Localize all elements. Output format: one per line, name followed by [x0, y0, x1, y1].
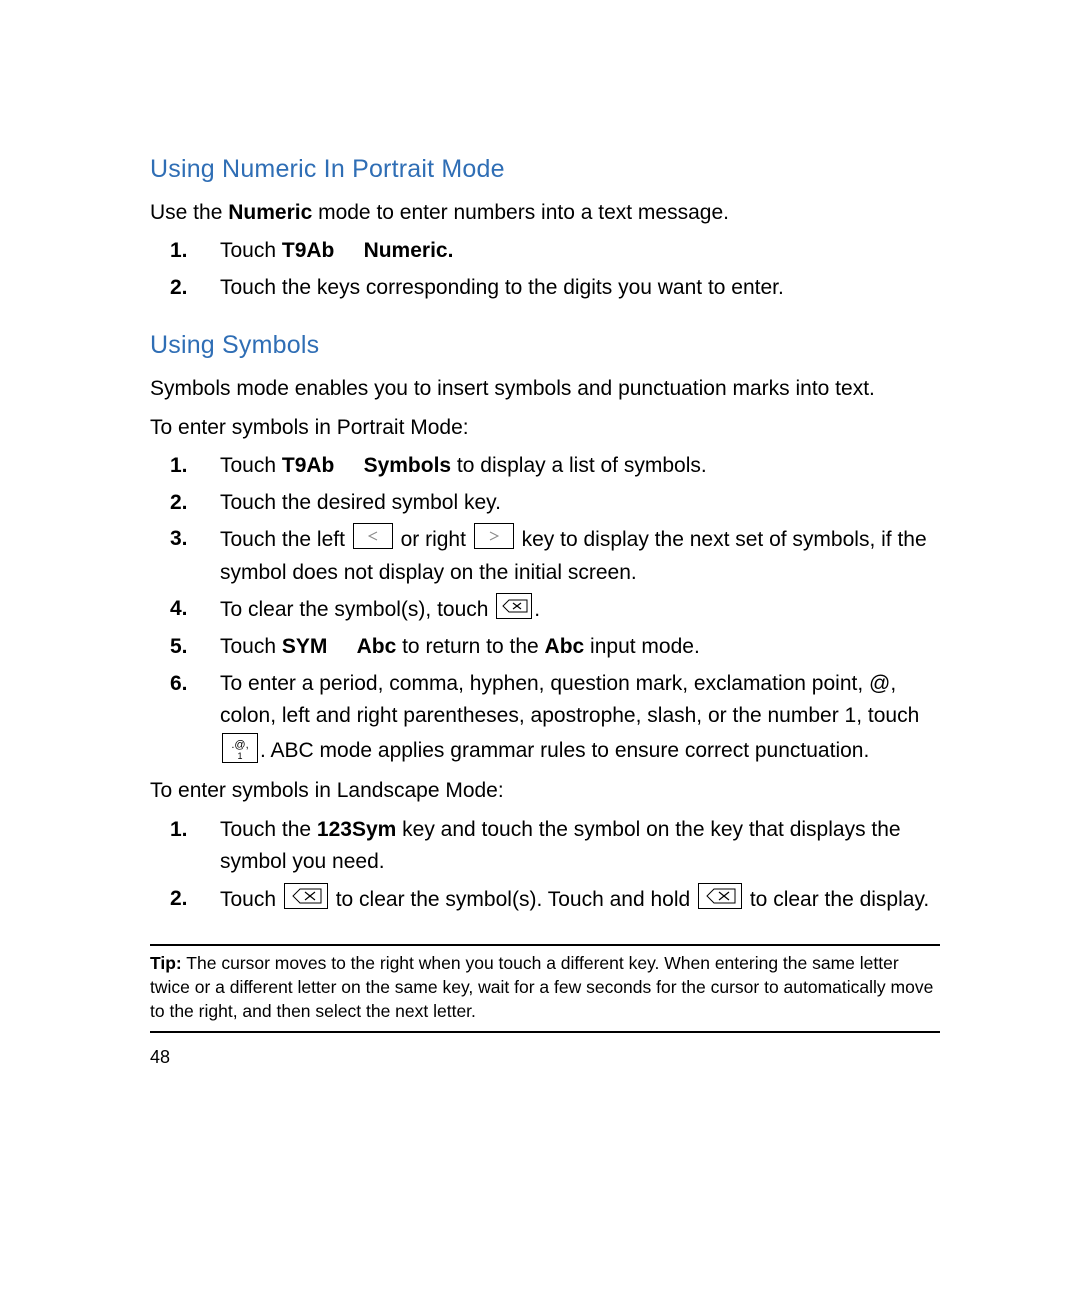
list-item: 1. Touch the 123Sym key and touch the sy…	[210, 814, 940, 879]
symbols-intro: Symbols mode enables you to insert symbo…	[150, 373, 940, 406]
text: Touch	[220, 635, 282, 658]
text: Touch the keys corresponding to the digi…	[220, 276, 784, 299]
text: Touch	[220, 239, 282, 262]
list-item: 5. Touch SYM Abc to return to the Abc in…	[210, 631, 940, 664]
text-bold: Numeric.	[364, 239, 454, 262]
text-bold: Abc	[545, 635, 585, 658]
tip-text: The cursor moves to the right when you t…	[150, 953, 933, 1020]
text: to clear the symbol(s). Touch and hold	[330, 888, 696, 911]
text: Touch	[220, 454, 282, 477]
landscape-label: To enter symbols in Landscape Mode:	[150, 775, 940, 808]
marker: 5.	[170, 631, 210, 664]
marker: 1.	[170, 450, 210, 483]
text: Touch the	[220, 818, 317, 841]
text: to return to the	[396, 635, 544, 658]
text: Touch the left	[220, 528, 351, 551]
marker: 4.	[170, 593, 210, 626]
list-item: 1. Touch T9Ab Numeric.	[210, 235, 940, 268]
backspace-key-icon	[698, 883, 742, 909]
page: Using Numeric In Portrait Mode Use the N…	[0, 0, 1080, 1307]
text-bold: T9Ab	[282, 454, 335, 477]
text-bold: T9Ab	[282, 239, 335, 262]
text: . ABC mode applies grammar rules to ensu…	[260, 739, 869, 762]
marker: 6.	[170, 668, 210, 701]
text: To clear the symbol(s), touch	[220, 598, 494, 621]
portrait-list: 1. Touch T9Ab Symbols to display a list …	[150, 450, 940, 767]
list-item: 1. Touch T9Ab Symbols to display a list …	[210, 450, 940, 483]
text: .	[534, 598, 540, 621]
list-item: 6. To enter a period, comma, hyphen, que…	[210, 668, 940, 768]
punctuation-key-icon: .@,1	[222, 733, 258, 763]
numeric-intro: Use the Numeric mode to enter numbers in…	[150, 197, 940, 230]
right-arrow-key-icon	[474, 523, 514, 549]
heading-numeric: Using Numeric In Portrait Mode	[150, 150, 940, 189]
heading-symbols: Using Symbols	[150, 326, 940, 365]
text-bold: Abc	[357, 635, 397, 658]
marker: 2.	[170, 272, 210, 305]
text: To enter a period, comma, hyphen, questi…	[220, 672, 919, 728]
text: input mode.	[584, 635, 700, 658]
list-item: 2. Touch the keys corresponding to the d…	[210, 272, 940, 305]
marker: 1.	[170, 235, 210, 268]
text: to clear the display.	[744, 888, 929, 911]
tip-block: Tip: The cursor moves to the right when …	[150, 944, 940, 1033]
text: or right	[395, 528, 472, 551]
text-bold: 123Sym	[317, 818, 396, 841]
list-item: 2. Touch the desired symbol key.	[210, 487, 940, 520]
list-item: 2. Touch to clear the symbol(s). Touch a…	[210, 883, 940, 917]
svg-text:1: 1	[237, 751, 242, 761]
text: Touch the desired symbol key.	[220, 491, 501, 514]
text-bold: Symbols	[364, 454, 452, 477]
list-item: 4. To clear the symbol(s), touch .	[210, 593, 940, 627]
svg-text:.@,: .@,	[231, 739, 248, 751]
marker: 3.	[170, 523, 210, 556]
landscape-list: 1. Touch the 123Sym key and touch the sy…	[150, 814, 940, 917]
text-bold: SYM	[282, 635, 328, 658]
list-item: 3. Touch the left or right key to displa…	[210, 523, 940, 589]
text: mode to enter numbers into a text messag…	[312, 201, 729, 224]
marker: 2.	[170, 487, 210, 520]
page-number: 48	[150, 1044, 170, 1072]
text: Use the	[150, 201, 228, 224]
backspace-key-icon	[496, 593, 532, 619]
backspace-key-icon	[284, 883, 328, 909]
marker: 2.	[170, 883, 210, 916]
portrait-label: To enter symbols in Portrait Mode:	[150, 412, 940, 445]
tip-label: Tip:	[150, 953, 182, 973]
numeric-list: 1. Touch T9Ab Numeric. 2. Touch the keys…	[150, 235, 940, 304]
marker: 1.	[170, 814, 210, 847]
text-bold: Numeric	[228, 201, 312, 224]
text: Touch	[220, 888, 282, 911]
text: to display a list of symbols.	[451, 454, 707, 477]
left-arrow-key-icon	[353, 523, 393, 549]
